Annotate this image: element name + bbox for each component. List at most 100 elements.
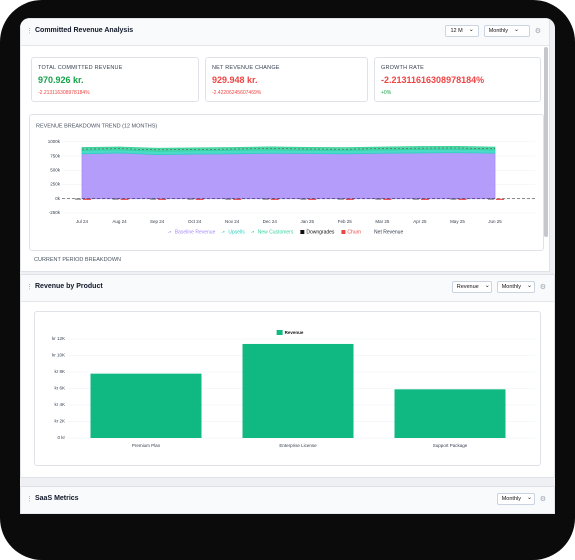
y-tick-label: 0 kr	[57, 435, 65, 440]
x-tick-label: Oct 24	[188, 219, 202, 224]
bar	[270, 198, 279, 200]
y-tick-label: 0k	[55, 196, 61, 201]
legend-item: Net Revenue	[374, 229, 403, 235]
bar	[412, 198, 419, 200]
x-tick-label: Support Package	[433, 443, 468, 448]
legend-marker	[276, 330, 283, 335]
x-tick-label: Premium Plan	[132, 443, 161, 448]
chart-card: REVENUE BREAKDOWN TREND (12 MONTHS) -250k…	[29, 114, 544, 251]
bar	[187, 198, 194, 200]
y-tick-label: kr 6K	[54, 386, 65, 391]
drag-handle[interactable]: ⋮	[26, 496, 33, 503]
panel: ⋮ Committed Revenue Analysis 12 M Monthl…	[20, 18, 550, 272]
legend-item: -• Upsells	[221, 229, 245, 235]
legend-marker: -•	[168, 229, 172, 235]
y-tick-label: kr 8K	[54, 369, 65, 374]
area-series	[81, 152, 496, 200]
scrollbar[interactable]	[544, 47, 548, 237]
bar	[195, 198, 204, 200]
legend-label: Downgrades	[306, 229, 335, 235]
panel-header: ⋮ SaaS Metrics Monthly ⚙	[21, 487, 554, 514]
bar	[458, 198, 467, 200]
bar	[120, 198, 129, 200]
y-tick-label: 750k	[50, 153, 61, 158]
legend-marker: -•	[251, 229, 255, 235]
x-tick-label: May 25	[450, 219, 465, 224]
controls: Monthly ⚙	[496, 493, 546, 505]
controls: Revenue Monthly ⚙	[451, 281, 546, 293]
settings-icon[interactable]: ⚙	[534, 28, 541, 35]
select[interactable]: Monthly	[483, 25, 530, 37]
kpi-card: NET REVENUE CHANGE 929.948 kr. -2.42206245…	[205, 57, 368, 102]
kpi-value: 970.926 kr.	[38, 75, 84, 85]
panel-header: ⋮ Committed Revenue Analysis 12 M Monthl…	[21, 19, 549, 46]
drag-handle[interactable]: ⋮	[26, 284, 33, 291]
bar	[262, 198, 269, 200]
legend-marker	[300, 230, 305, 234]
panel-title: SaaS Metrics	[35, 495, 79, 502]
settings-icon[interactable]: ⚙	[539, 284, 546, 291]
panel: ⋮ SaaS Metrics Monthly ⚙	[20, 486, 555, 514]
bar	[345, 198, 354, 200]
x-tick-label: Dec 24	[263, 219, 278, 224]
bar	[450, 198, 457, 200]
x-tick-label: Aug 24	[112, 219, 127, 224]
chart: 0 kr kr 2K kr 4K kr 6K kr 8K kr 10K kr 12K Reve…	[52, 330, 535, 448]
kpi-change: -2.213116308978184%	[38, 90, 90, 96]
x-tick-label: Jul 24	[76, 219, 89, 224]
bar	[496, 198, 504, 200]
y-tick-label: 250k	[50, 182, 61, 187]
bar	[112, 198, 119, 200]
panel-title: Revenue by Product	[35, 283, 103, 290]
legend-label: Baseline Revenue	[175, 229, 216, 235]
line-series	[81, 147, 496, 151]
section-title: CURRENT PERIOD BREAKDOWN	[34, 257, 121, 263]
select[interactable]: Monthly	[496, 493, 535, 505]
select[interactable]: Revenue	[451, 281, 492, 293]
legend-item: -• New Customers	[251, 229, 294, 235]
kpi-label: NET REVENUE CHANGE	[212, 65, 280, 71]
y-tick-label: -250k	[49, 210, 61, 215]
x-tick-label: Mar 25	[375, 219, 390, 224]
screen: ⋮ Committed Revenue Analysis 12 M Monthl…	[20, 18, 555, 514]
kpi-label: GROWTH RATE	[381, 65, 425, 71]
settings-icon[interactable]: ⚙	[539, 496, 546, 503]
kpi-card: GROWTH RATE -2.21311616308978184% +0%	[374, 57, 541, 102]
select[interactable]: Monthly	[496, 281, 535, 293]
kpi-value: 929.948 kr.	[212, 75, 258, 85]
bar	[150, 198, 157, 200]
bar	[308, 198, 317, 200]
chart: REVENUE BREAKDOWN TREND (12 MONTHS) -250k…	[36, 123, 535, 235]
kpi-card: TOTAL COMMITTED REVENUE 970.926 kr. -2.213…	[31, 57, 199, 102]
kpi-value: -2.21311616308978184%	[381, 75, 485, 85]
bar	[488, 198, 494, 200]
legend-label: New Customers	[258, 229, 294, 235]
legend-marker: -•	[221, 229, 225, 235]
bar	[233, 198, 242, 200]
bar	[83, 198, 91, 200]
select[interactable]: 12 M	[445, 25, 479, 37]
kpi-label: TOTAL COMMITTED REVENUE	[38, 65, 123, 71]
bar	[337, 198, 344, 200]
panel-title: Committed Revenue Analysis	[35, 27, 134, 34]
panel-header: ⋮ Revenue by Product Revenue Monthly ⚙	[21, 275, 554, 302]
y-tick-label: kr 10K	[52, 353, 65, 358]
y-tick-label: kr 12K	[52, 336, 65, 341]
x-tick-label: Sep 24	[150, 219, 165, 224]
bar	[225, 198, 232, 200]
bar	[394, 389, 506, 438]
legend-item: Revenue	[276, 330, 304, 335]
y-tick-label: kr 4K	[54, 402, 65, 407]
x-tick-label: Jan 25	[301, 219, 315, 224]
controls: 12 M Monthly ⚙	[445, 25, 541, 37]
legend-label: Net Revenue	[374, 229, 403, 235]
bar	[375, 198, 382, 200]
legend-marker	[341, 230, 346, 234]
bar	[420, 198, 429, 200]
drag-handle[interactable]: ⋮	[26, 28, 33, 35]
legend-label: Upsells	[228, 229, 245, 235]
legend-item: -• Baseline Revenue	[168, 229, 216, 235]
bar	[158, 198, 167, 200]
kpi-change: +0%	[381, 90, 392, 96]
bar	[90, 373, 202, 438]
